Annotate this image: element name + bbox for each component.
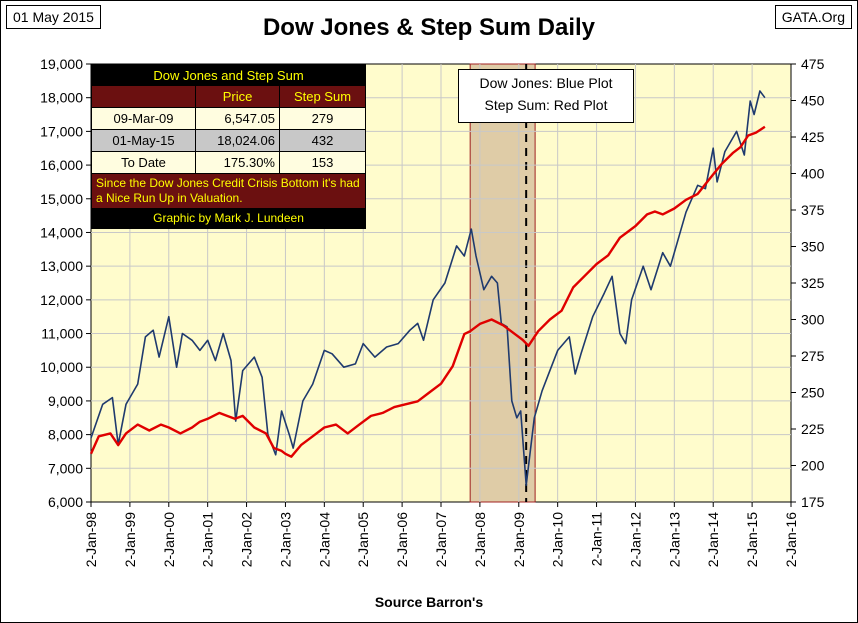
header-cell: Step Sum [293, 89, 352, 104]
table-cell: 6,547.05 [196, 108, 280, 129]
legend-line-red: Step Sum: Red Plot [484, 97, 608, 113]
y-right-tick-label: 175 [801, 494, 825, 510]
x-tick-label: 2-Jan-11 [589, 512, 605, 566]
table-row: To Date 175.30% 153 [92, 152, 365, 174]
info-table-header: Price Step Sum [92, 86, 365, 108]
x-tick-label: 2-Jan-08 [472, 512, 488, 567]
y-left-tick-label: 17,000 [40, 123, 83, 139]
y-right-tick-label: 475 [801, 56, 825, 72]
y-left-tick-label: 14,000 [40, 224, 83, 240]
x-tick-label: 2-Jan-05 [355, 512, 371, 567]
info-table-note: Since the Dow Jones Credit Crisis Bottom… [92, 174, 365, 208]
x-tick-label: 2-Jan-13 [666, 512, 682, 567]
y-left-tick-label: 18,000 [40, 90, 83, 106]
y-right-tick-label: 400 [801, 166, 825, 182]
table-cell: To Date [92, 152, 196, 173]
table-cell: 09-Mar-09 [92, 108, 196, 129]
date-label: 01 May 2015 [6, 5, 101, 29]
y-left-tick-label: 16,000 [40, 157, 83, 173]
x-tick-label: 2-Jan-04 [316, 512, 332, 567]
y-right-tick-label: 325 [801, 275, 825, 291]
x-tick-label: 2-Jan-99 [122, 512, 138, 567]
y-right-tick-label: 300 [801, 312, 825, 328]
y-right-tick-label: 450 [801, 93, 825, 109]
shaded-period [469, 63, 536, 503]
table-cell: 18,024.06 [196, 130, 280, 151]
y-right-tick-label: 225 [801, 421, 825, 437]
y-right-tick-label: 425 [801, 129, 825, 145]
info-table-title: Dow Jones and Step Sum [92, 65, 365, 86]
header-cell [92, 86, 196, 107]
y-left-tick-label: 10,000 [40, 359, 83, 375]
x-tick-label: 2-Jan-03 [277, 512, 293, 567]
y-right-tick-label: 200 [801, 458, 825, 474]
legend: Dow Jones: Blue Plot Step Sum: Red Plot [458, 69, 634, 123]
x-axis-label: Source Barron's [374, 594, 484, 610]
y-left-tick-label: 19,000 [40, 56, 83, 72]
table-cell: 279 [311, 111, 334, 126]
x-tick-label: 2-Jan-07 [433, 512, 449, 567]
table-cell: 01-May-15 [92, 130, 196, 151]
source-site-label: GATA.Org [774, 5, 852, 29]
y-left-tick-label: 7,000 [48, 460, 83, 476]
info-table-credit: Graphic by Mark J. Lundeen [92, 208, 365, 228]
x-tick-label: 2-Jan-09 [511, 512, 527, 567]
table-cell: 432 [311, 133, 334, 148]
step-sum-line [89, 125, 766, 458]
x-tick-label: 2-Jan-98 [83, 512, 99, 567]
y-left-tick-label: 6,000 [48, 494, 83, 510]
table-row: 09-Mar-09 6,547.05 279 [92, 108, 365, 130]
y-left-tick-label: 11,000 [41, 326, 83, 342]
x-tick-label: 2-Jan-14 [705, 512, 721, 567]
y-left-tick-label: 8,000 [48, 427, 83, 443]
x-tick-label: 2-Jan-01 [200, 512, 216, 567]
y-right-tick-label: 350 [801, 239, 825, 255]
table-cell: 153 [311, 155, 334, 170]
table-row: 01-May-15 18,024.06 432 [92, 130, 365, 152]
y-right-tick-label: 250 [801, 385, 825, 401]
x-tick-label: 2-Jan-15 [744, 512, 760, 567]
x-tick-label: 2-Jan-00 [161, 512, 177, 567]
x-tick-label: 2-Jan-12 [627, 512, 643, 567]
x-tick-label: 2-Jan-02 [239, 512, 255, 567]
chart-title: Dow Jones & Step Sum Daily [262, 14, 596, 41]
y-right-tick-label: 275 [801, 348, 825, 364]
table-cell: 175.30% [196, 152, 280, 173]
x-tick-label: 2-Jan-10 [550, 512, 566, 567]
header-cell: Price [196, 86, 280, 107]
y-right-tick-label: 375 [801, 202, 825, 218]
legend-line-blue: Dow Jones: Blue Plot [479, 75, 613, 91]
y-left-tick-label: 9,000 [48, 393, 83, 409]
y-left-tick-label: 15,000 [40, 191, 83, 207]
dow-jones-line [90, 90, 766, 486]
y-left-tick-label: 12,000 [40, 292, 83, 308]
x-tick-label: 2-Jan-06 [394, 512, 410, 567]
y-left-tick-label: 13,000 [40, 258, 83, 274]
x-tick-label: 2-Jan-16 [783, 512, 799, 567]
info-table: Dow Jones and Step Sum Price Step Sum 09… [91, 64, 366, 229]
